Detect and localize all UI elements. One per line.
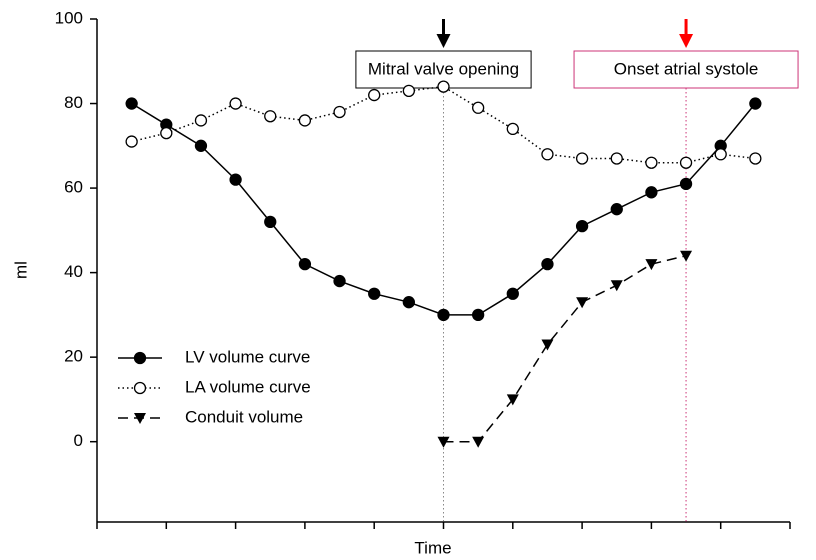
point: [471, 308, 485, 322]
y-axis-label: ml: [11, 261, 30, 279]
legend-marker: [133, 381, 147, 395]
point: [368, 88, 381, 102]
point: [194, 114, 208, 127]
point: [610, 152, 623, 165]
y-tick-label: 60: [64, 178, 83, 197]
point: [749, 97, 762, 110]
point: [610, 280, 623, 292]
y-tick-label: 100: [55, 8, 83, 27]
point: [679, 156, 693, 169]
point: [471, 101, 485, 114]
legend-marker: [134, 413, 146, 424]
y-tick-label: 80: [64, 93, 83, 112]
point: [437, 308, 450, 322]
point: [333, 274, 346, 288]
point: [610, 203, 623, 216]
point: [506, 287, 519, 300]
point: [125, 97, 138, 110]
point: [229, 97, 242, 110]
point: [506, 394, 519, 406]
series-line: [443, 254, 687, 443]
y-tick-label: 0: [74, 431, 83, 450]
point: [680, 250, 693, 262]
point: [298, 258, 312, 271]
point: [264, 215, 277, 229]
point: [402, 84, 416, 98]
x-axis-label: Time: [414, 538, 451, 557]
point: [575, 219, 589, 233]
annotation-text: Mitral valve opening: [368, 59, 519, 78]
point: [541, 148, 554, 161]
point: [333, 105, 346, 119]
annotation-arrow-head: [436, 34, 451, 48]
legend-label: LA volume curve: [185, 377, 311, 396]
point: [368, 287, 381, 300]
point: [402, 296, 416, 309]
annotation-text: Onset atrial systole: [614, 59, 759, 78]
point: [541, 258, 554, 271]
point: [576, 297, 589, 309]
legend-label: Conduit volume: [185, 407, 303, 426]
point: [437, 436, 450, 448]
point: [645, 259, 658, 271]
annotation-arrow-head: [679, 34, 694, 48]
point: [229, 173, 242, 186]
legend-label: LV volume curve: [185, 347, 310, 366]
point: [679, 177, 693, 190]
point: [645, 156, 658, 169]
y-tick-label: 40: [64, 262, 83, 281]
point: [160, 126, 173, 140]
legend-marker: [133, 351, 147, 365]
point: [472, 436, 485, 448]
point: [541, 339, 554, 351]
point: [645, 186, 658, 199]
point: [749, 152, 762, 165]
point: [575, 152, 589, 165]
point: [194, 139, 208, 152]
point: [714, 148, 727, 161]
point: [125, 135, 138, 148]
point: [264, 110, 277, 123]
y-tick-label: 20: [64, 347, 83, 366]
annotation-box: [573, 50, 799, 89]
point: [298, 114, 312, 127]
point: [437, 80, 450, 93]
point: [506, 122, 519, 136]
